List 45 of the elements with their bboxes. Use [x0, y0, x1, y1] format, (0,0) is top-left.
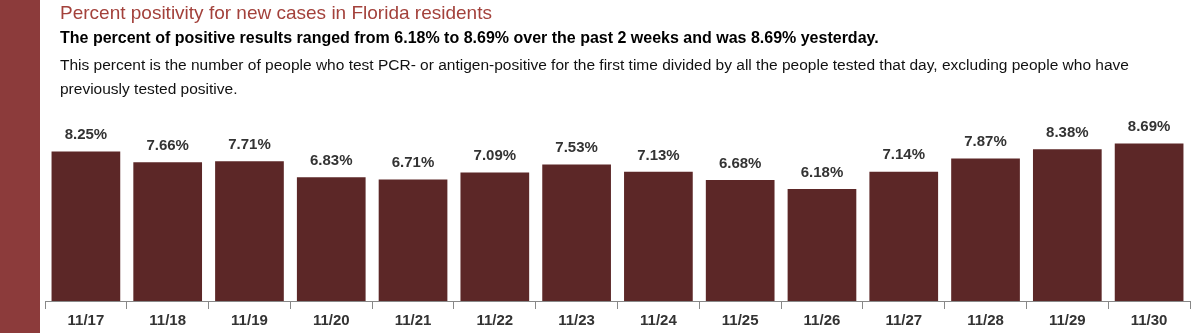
data-label: 7.71% [228, 135, 271, 152]
data-label: 7.14% [882, 145, 926, 163]
x-tick-label: 11/24 [640, 311, 678, 329]
x-tick-label: 11/30 [1130, 311, 1168, 329]
bar [1114, 143, 1184, 301]
bar [51, 151, 121, 301]
bar [378, 179, 448, 301]
text: This percent is the number of people who test PCR- or antigen-positive for the first time divided by all the people tested that day, excluding people who have previously tested positive. [60, 55, 1130, 99]
data-label: 7.87% [964, 132, 1007, 150]
x-tick-label: 11/25 [721, 311, 759, 329]
x-tick-label: 11/17 [67, 311, 105, 329]
x-tick-label: 11/21 [394, 311, 432, 329]
bar [133, 162, 203, 301]
bar [1032, 149, 1102, 301]
chart-title: Percent positivity for new cases in Florida residents [60, 2, 492, 24]
x-tick-label: 11/23 [558, 311, 595, 329]
data-label: 6.71% [391, 153, 435, 171]
data-label: 7.09% [473, 146, 517, 164]
x-tick-label: 11/26 [803, 311, 841, 329]
bar [542, 164, 611, 301]
x-tick-label: 11/28 [967, 311, 1004, 329]
bar [705, 180, 775, 301]
x-tick-label: 11/29 [1048, 311, 1086, 329]
data-label: 6.18% [800, 162, 844, 180]
data-label: 6.83% [309, 150, 353, 168]
bar [624, 171, 693, 301]
data-label: 7.66% [146, 135, 189, 153]
data-label: 8.25% [64, 125, 108, 143]
bar [869, 171, 939, 301]
x-tick-label: 11/22 [476, 311, 514, 329]
bar [215, 161, 284, 301]
x-tick-label: 11/27 [885, 311, 923, 329]
data-label: 8.69% [1127, 117, 1171, 135]
bar [296, 177, 366, 301]
data-label: 6.68% [718, 153, 762, 171]
bar [951, 158, 1020, 301]
chart-subtitle: The percent of positive results ranged from 6.18% to 8.69% over the past 2 weeks and was 8.69% yesterday. [60, 29, 879, 47]
bar [460, 172, 530, 301]
x-tick-label: 11/18 [149, 311, 187, 329]
x-tick-label: 11/19 [231, 311, 268, 329]
bar [787, 189, 857, 301]
data-label: 7.13% [637, 145, 680, 163]
data-label: 8.38% [1046, 122, 1089, 140]
data-label: 7.53% [555, 138, 598, 156]
x-tick-label: 11/20 [312, 311, 350, 329]
